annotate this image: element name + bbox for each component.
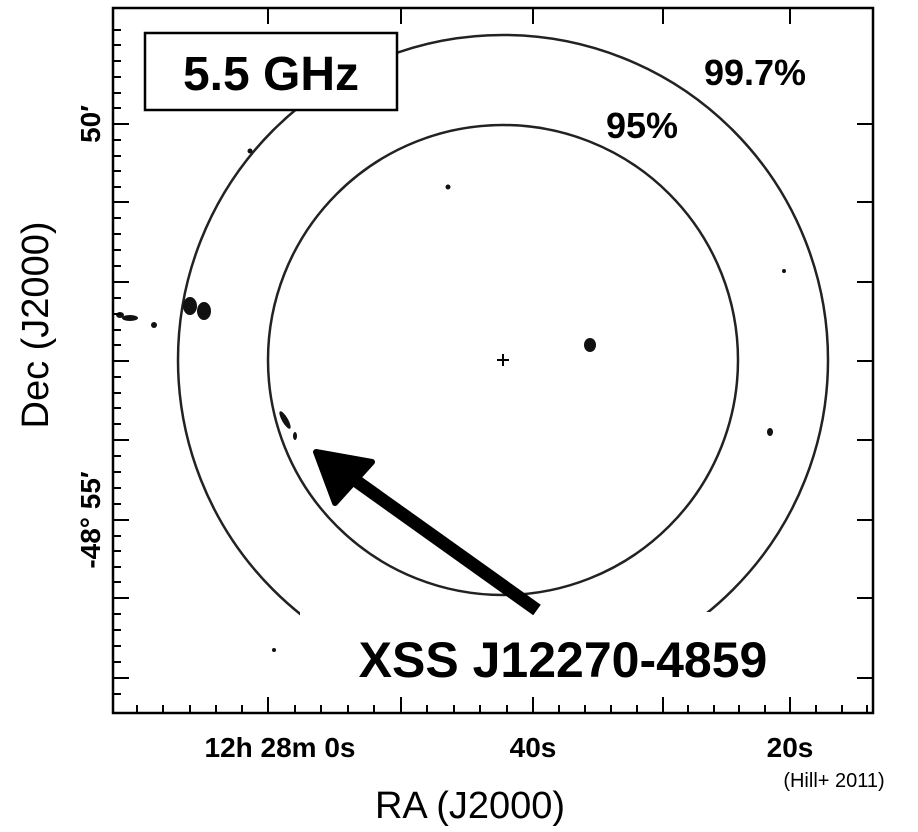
y-tick-label: -48° 55′ bbox=[75, 471, 106, 569]
arrow-head bbox=[316, 452, 372, 503]
source-label: XSS J12270-4859 bbox=[359, 632, 768, 688]
x-axis-label: RA (J2000) bbox=[375, 785, 565, 827]
x-tick-label: 40s bbox=[510, 732, 557, 763]
center-marker bbox=[497, 354, 509, 366]
credit: (Hill+ 2011) bbox=[783, 770, 884, 792]
band-label: 5.5 GHz bbox=[183, 48, 359, 101]
x-tick-label: 12h 28m 0s bbox=[205, 732, 356, 763]
figure: 5.5 GHz 99.7% 95% XSS J12270-4859 12h 28… bbox=[0, 0, 918, 827]
y-tick-label: 50′ bbox=[75, 105, 106, 143]
contour-label: 99.7% bbox=[704, 52, 806, 93]
y-axis-label: Dec (J2000) bbox=[15, 222, 57, 429]
contour-label: 95% bbox=[606, 105, 678, 146]
frame bbox=[113, 8, 873, 713]
map bbox=[116, 35, 828, 700]
arrow-shaft bbox=[352, 478, 537, 610]
radio-sources bbox=[116, 149, 786, 653]
x-tick-label: 20s bbox=[767, 732, 814, 763]
ticks bbox=[113, 8, 873, 713]
